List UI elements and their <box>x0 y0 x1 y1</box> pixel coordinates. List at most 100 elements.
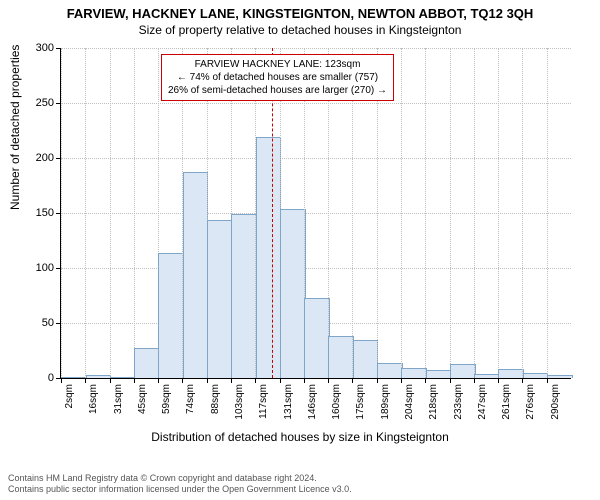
xtick-label: 45sqm <box>137 384 148 414</box>
xtick-mark <box>85 378 86 383</box>
ytick-label: 200 <box>0 152 54 164</box>
gridline-v <box>474 48 475 378</box>
xtick-label: 261sqm <box>501 384 512 420</box>
histogram-bar <box>256 137 282 378</box>
histogram-bar <box>280 209 306 378</box>
xtick-label: 31sqm <box>113 384 124 414</box>
histogram-bar <box>426 370 452 378</box>
gridline-v <box>401 48 402 378</box>
annotation-box: FARVIEW HACKNEY LANE: 123sqm← 74% of det… <box>161 54 394 101</box>
xtick-label: 247sqm <box>477 384 488 420</box>
xtick-label: 218sqm <box>428 384 439 420</box>
histogram-bar <box>183 172 209 378</box>
xtick-label: 59sqm <box>161 384 172 414</box>
xtick-mark <box>352 378 353 383</box>
gridline-v <box>425 48 426 378</box>
gridline-v <box>61 48 62 378</box>
x-axis-label: Distribution of detached houses by size … <box>0 430 600 444</box>
gridline-v <box>110 48 111 378</box>
histogram-bar <box>86 375 112 378</box>
xtick-mark <box>231 378 232 383</box>
xtick-mark <box>498 378 499 383</box>
xtick-mark <box>450 378 451 383</box>
gridline-h <box>61 158 571 159</box>
histogram-bar <box>401 368 427 378</box>
gridline-h <box>61 103 571 104</box>
xtick-label: 131sqm <box>283 384 294 420</box>
xtick-mark <box>304 378 305 383</box>
plot-region: 2sqm16sqm31sqm45sqm59sqm74sqm88sqm103sqm… <box>60 48 571 379</box>
xtick-mark <box>110 378 111 383</box>
gridline-v <box>85 48 86 378</box>
gridline-v <box>547 48 548 378</box>
xtick-label: 204sqm <box>404 384 415 420</box>
gridline-v <box>134 48 135 378</box>
xtick-mark <box>522 378 523 383</box>
xtick-label: 88sqm <box>210 384 221 414</box>
footer-attribution: Contains HM Land Registry data © Crown c… <box>8 473 352 496</box>
ytick-label: 0 <box>0 372 54 384</box>
histogram-bar <box>547 375 573 378</box>
xtick-mark <box>280 378 281 383</box>
gridline-v <box>450 48 451 378</box>
annotation-line-1: FARVIEW HACKNEY LANE: 123sqm <box>168 58 387 71</box>
histogram-bar <box>523 373 549 378</box>
histogram-bar <box>207 220 233 378</box>
histogram-bar <box>61 377 87 378</box>
chart-area: 2sqm16sqm31sqm45sqm59sqm74sqm88sqm103sqm… <box>60 48 570 378</box>
xtick-mark <box>61 378 62 383</box>
footer-line-2: Contains public sector information licen… <box>8 484 352 496</box>
xtick-label: 16sqm <box>88 384 99 414</box>
xtick-label: 189sqm <box>380 384 391 420</box>
chart-title: FARVIEW, HACKNEY LANE, KINGSTEIGNTON, NE… <box>0 0 600 21</box>
ytick-label: 300 <box>0 42 54 54</box>
gridline-h <box>61 213 571 214</box>
xtick-mark <box>255 378 256 383</box>
xtick-label: 276sqm <box>525 384 536 420</box>
footer-line-1: Contains HM Land Registry data © Crown c… <box>8 473 352 485</box>
histogram-bar <box>353 340 379 378</box>
annotation-line-2: ← 74% of detached houses are smaller (75… <box>168 71 387 84</box>
xtick-label: 175sqm <box>355 384 366 420</box>
xtick-label: 160sqm <box>331 384 342 420</box>
xtick-mark <box>547 378 548 383</box>
xtick-label: 103sqm <box>234 384 245 420</box>
y-axis-label: Number of detached properties <box>8 45 22 210</box>
xtick-mark <box>377 378 378 383</box>
gridline-h <box>61 268 571 269</box>
xtick-mark <box>158 378 159 383</box>
gridline-h <box>61 48 571 49</box>
xtick-label: 117sqm <box>258 384 269 419</box>
xtick-mark <box>425 378 426 383</box>
xtick-label: 233sqm <box>453 384 464 420</box>
xtick-mark <box>328 378 329 383</box>
xtick-mark <box>134 378 135 383</box>
histogram-bar <box>231 214 257 378</box>
histogram-bar <box>304 298 330 378</box>
histogram-bar <box>474 374 500 378</box>
histogram-bar <box>110 377 136 378</box>
ytick-label: 250 <box>0 97 54 109</box>
xtick-label: 290sqm <box>550 384 561 420</box>
annotation-line-3: 26% of semi-detached houses are larger (… <box>168 84 387 97</box>
xtick-label: 146sqm <box>307 384 318 420</box>
histogram-bar <box>328 336 354 378</box>
xtick-label: 74sqm <box>185 384 196 414</box>
xtick-mark <box>474 378 475 383</box>
histogram-bar <box>158 253 184 378</box>
xtick-mark <box>182 378 183 383</box>
histogram-bar <box>377 363 403 378</box>
xtick-mark <box>401 378 402 383</box>
ytick-label: 50 <box>0 317 54 329</box>
gridline-v <box>498 48 499 378</box>
chart-container: FARVIEW, HACKNEY LANE, KINGSTEIGNTON, NE… <box>0 0 600 500</box>
ytick-label: 100 <box>0 262 54 274</box>
chart-subtitle: Size of property relative to detached ho… <box>0 21 600 37</box>
ytick-label: 150 <box>0 207 54 219</box>
histogram-bar <box>498 369 524 378</box>
gridline-v <box>522 48 523 378</box>
xtick-mark <box>207 378 208 383</box>
xtick-label: 2sqm <box>64 384 75 408</box>
histogram-bar <box>450 364 476 378</box>
histogram-bar <box>134 348 160 378</box>
